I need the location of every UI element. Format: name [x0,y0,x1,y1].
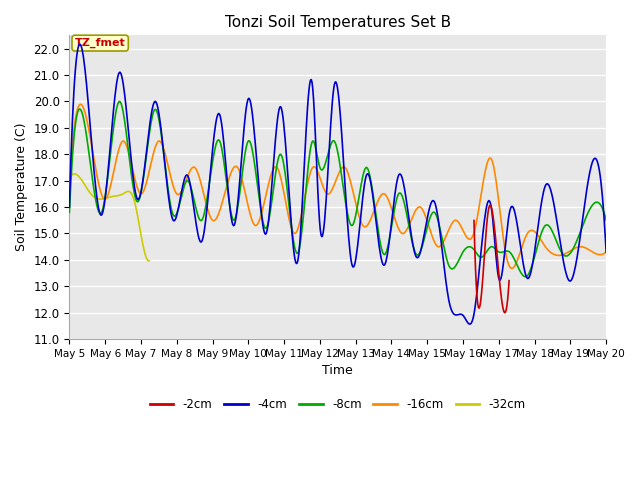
Legend: -2cm, -4cm, -8cm, -16cm, -32cm: -2cm, -4cm, -8cm, -16cm, -32cm [145,394,531,416]
Y-axis label: Soil Temperature (C): Soil Temperature (C) [15,123,28,252]
X-axis label: Time: Time [323,364,353,377]
Text: TZ_fmet: TZ_fmet [75,38,125,48]
Title: Tonzi Soil Temperatures Set B: Tonzi Soil Temperatures Set B [225,15,451,30]
